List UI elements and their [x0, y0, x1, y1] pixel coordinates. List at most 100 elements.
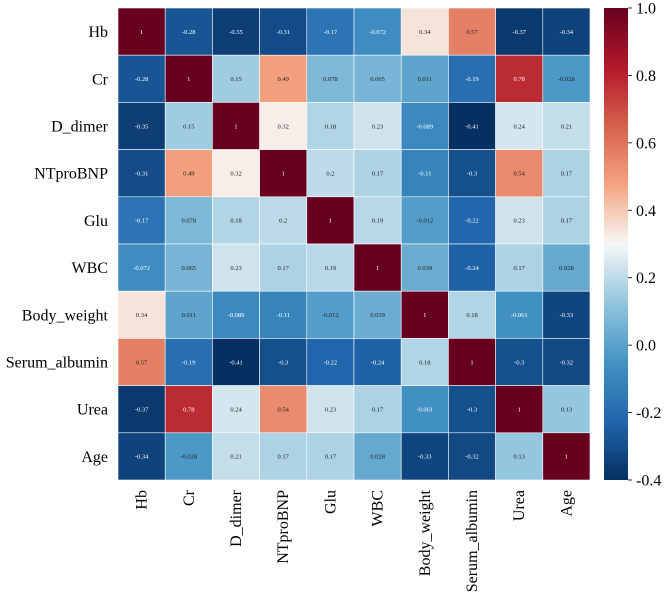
heatmap-cell-Hb-D_dimer	[212, 7, 260, 56]
heatmap-cell-Glu-Glu	[306, 196, 355, 245]
heatmap-cell-Hb-Hb	[117, 7, 166, 56]
cell-value-label: -0.028	[558, 76, 575, 83]
colorbar-tick-label: -0.2	[636, 405, 661, 422]
x-tick-label-Age: Age	[558, 490, 575, 517]
heatmap-cell-NTproBNP-Serum_albumin	[448, 149, 496, 198]
cell-value-label: -0.33	[418, 454, 432, 461]
x-tick-label-Serum_albumin: Serum_albumin	[464, 490, 481, 592]
heatmap-cell-Body_weight-Body_weight	[400, 290, 449, 339]
heatmap-cell-Glu-Urea	[495, 196, 544, 245]
heatmap-cell-Urea-Glu	[306, 385, 355, 434]
cell-value-label: -0.17	[324, 29, 338, 36]
cell-value-label: 0.21	[561, 123, 572, 130]
heatmap-cell-D_dimer-Glu	[306, 102, 355, 150]
cell-value-label: -0.32	[560, 359, 574, 366]
cell-value-label: 0.23	[230, 265, 241, 272]
heatmap-cell-WBC-WBC	[353, 243, 402, 292]
cell-value-label: 0.21	[230, 454, 241, 461]
cell-value-label: 1	[470, 359, 473, 366]
heatmap-cell-Hb-Cr	[164, 7, 213, 56]
cell-value-label: -0.3	[467, 171, 477, 178]
cell-value-label: -0.31	[276, 29, 290, 36]
x-tick-label-NTproBNP: NTproBNP	[275, 490, 292, 564]
cell-value-label: 0.24	[514, 123, 526, 130]
heatmap-cell-Body_weight-Urea	[495, 290, 544, 339]
cell-value-label: -0.17	[135, 218, 149, 225]
cell-value-label: 1	[140, 29, 143, 36]
heatmap-cell-D_dimer-Cr	[164, 102, 213, 150]
heatmap-cell-Urea-Hb	[117, 385, 166, 434]
heatmap-cell-Cr-Urea	[495, 54, 544, 103]
heatmap-cell-D_dimer-Serum_albumin	[448, 102, 496, 150]
heatmap-cell-Age-D_dimer	[212, 432, 260, 481]
cell-value-label: 0.028	[370, 454, 385, 461]
cell-value-label: 0.24	[230, 407, 242, 414]
cell-value-label: -0.061	[416, 407, 433, 414]
cell-value-label: 0.17	[325, 454, 337, 461]
cell-value-label: 0.23	[514, 218, 525, 225]
cell-value-label: 0.18	[419, 359, 430, 366]
heatmap-cell-Age-NTproBNP	[259, 432, 308, 481]
heatmap-cell-Cr-Age	[542, 54, 591, 103]
cell-value-label: 0.54	[514, 171, 526, 178]
heatmap-cell-NTproBNP-Glu	[306, 149, 355, 198]
cell-value-label: -0.3	[514, 359, 524, 366]
heatmap-cells: 1 -0.28 -0.35 -0.31 -0.17 -0.072 0.34 0.57 -0.37…	[117, 7, 591, 481]
y-tick-label-Cr: Cr	[92, 71, 109, 88]
heatmap-cell-Urea-D_dimer	[212, 385, 260, 434]
heatmap-cell-WBC-Glu	[306, 243, 355, 292]
y-tick-label-Hb: Hb	[88, 24, 108, 41]
heatmap-cell-Urea-NTproBNP	[259, 385, 308, 434]
heatmap-cell-Cr-Serum_albumin	[448, 54, 496, 103]
heatmap-cell-Serum_albumin-Body_weight	[400, 338, 449, 386]
heatmap-cell-Cr-NTproBNP	[259, 54, 308, 103]
cell-value-label: -0.35	[229, 29, 243, 36]
cell-value-label: -0.33	[560, 312, 574, 319]
heatmap-cell-Glu-Cr	[164, 196, 213, 245]
cell-value-label: -0.35	[135, 123, 149, 130]
x-tick-label-D_dimer: D_dimer	[228, 489, 245, 547]
cell-value-label: 1	[187, 76, 190, 83]
cell-value-label: -0.34	[560, 29, 574, 36]
cell-value-label: -0.061	[511, 312, 528, 319]
cell-value-label: -0.41	[465, 123, 479, 130]
heatmap-cell-NTproBNP-Body_weight	[400, 149, 449, 198]
cell-value-label: 0.57	[466, 29, 478, 36]
cell-value-label: 0.2	[279, 218, 287, 225]
colorbar-tick-label: 0.0	[636, 338, 656, 355]
cell-value-label: 0.078	[323, 76, 338, 83]
cell-value-label: 0.34	[419, 29, 431, 36]
x-tick-label-Glu: Glu	[322, 490, 339, 514]
cell-value-label: -0.32	[465, 454, 479, 461]
heatmap-cell-Age-Age	[542, 432, 591, 481]
heatmap-cell-D_dimer-Body_weight	[400, 102, 449, 150]
cell-value-label: -0.34	[135, 454, 149, 461]
y-tick-label-Serum_albumin: Serum_albumin	[6, 355, 108, 372]
heatmap-cell-WBC-NTproBNP	[259, 243, 308, 292]
cell-value-label: 1	[329, 218, 332, 225]
cell-value-label: 0.57	[136, 359, 148, 366]
heatmap-cell-Body_weight-Age	[542, 290, 591, 339]
heatmap-cell-Age-Urea	[495, 432, 544, 481]
y-tick-label-D_dimer: D_dimer	[51, 119, 109, 136]
y-tick-label-Glu: Glu	[84, 213, 108, 230]
heatmap-cell-Serum_albumin-Age	[542, 338, 591, 386]
cell-value-label: -0.3	[467, 407, 477, 414]
cell-value-label: 1	[282, 171, 285, 178]
x-tick-label-Urea: Urea	[511, 490, 528, 521]
cell-value-label: 0.17	[372, 407, 384, 414]
cell-value-label: 0.17	[278, 265, 290, 272]
cell-value-label: -0.37	[135, 407, 149, 414]
cell-value-label: 0.19	[325, 265, 336, 272]
cell-value-label: 0.17	[561, 218, 573, 225]
y-tick-label-WBC: WBC	[72, 260, 108, 277]
y-tick-label-Age: Age	[81, 449, 108, 466]
heatmap-cell-Body_weight-WBC	[353, 290, 402, 339]
cell-value-label: -0.22	[465, 218, 479, 225]
heatmap-cell-WBC-Urea	[495, 243, 544, 292]
cell-value-label: -0.089	[228, 312, 245, 319]
heatmap-cell-Serum_albumin-Cr	[164, 338, 213, 386]
cell-value-label: 0.2	[326, 171, 334, 178]
cell-value-label: 1	[376, 265, 379, 272]
x-tick-label-Cr: Cr	[181, 489, 198, 506]
